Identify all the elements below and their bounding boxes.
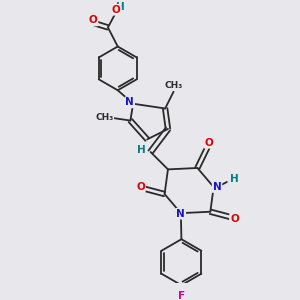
Text: CH₃: CH₃ [95, 113, 113, 122]
Text: O: O [204, 138, 213, 148]
Text: O: O [89, 15, 98, 26]
Text: N: N [176, 209, 185, 219]
Text: O: O [230, 214, 239, 224]
Text: F: F [178, 291, 185, 300]
Text: H: H [230, 174, 238, 184]
Text: CH₃: CH₃ [165, 81, 183, 90]
Text: H: H [137, 145, 146, 155]
Text: N: N [213, 182, 221, 192]
Text: O: O [136, 182, 145, 192]
Text: N: N [125, 97, 134, 107]
Text: H: H [116, 2, 124, 12]
Text: O: O [112, 5, 121, 15]
